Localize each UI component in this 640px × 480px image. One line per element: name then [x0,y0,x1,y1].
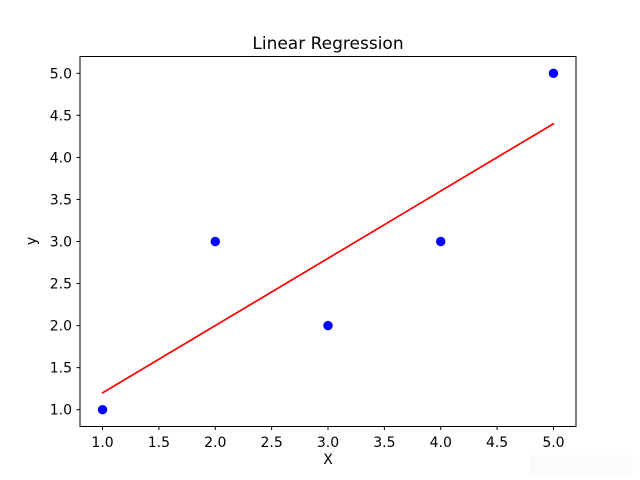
y-tick-label: 2.5 [50,277,72,293]
chart-title: Linear Regression [252,34,403,54]
y-axis-label: y [24,237,40,245]
scatter-point [323,320,333,331]
x-tick-label: 4.0 [430,435,452,451]
x-tick-label: 2.0 [204,435,226,451]
x-tick-label: 2.5 [261,435,283,451]
x-tick-label: 3.0 [317,435,339,451]
y-tick-label: 3.5 [50,192,72,208]
y-tick-label: 1.0 [50,403,72,419]
plot-series [97,68,559,415]
y-tick-label: 5.0 [50,66,72,82]
x-tick-label: 1.0 [91,435,113,451]
scatter-point [97,404,108,415]
scatter-point [210,236,220,247]
axes-border [79,56,577,427]
x-tick-label: 4.5 [486,435,508,451]
y-tick-label: 2.0 [50,319,72,335]
x-axis-label: X [323,452,333,468]
screen-artifact [530,455,633,475]
scatter-point [436,236,446,247]
y-tick-label: 1.5 [50,361,72,377]
y-tick-label: 3.0 [50,235,72,251]
axis-ticks: 1.0 1.5 2.0 2.5 3.0 3.5 4.0 4.5 5.0 1.0 1.5 2.0 2.5 3… [50,66,565,451]
x-tick-label: 1.5 [148,435,170,451]
regression-line [101,122,555,394]
scatter-point [548,68,559,79]
axes-frame [79,56,577,427]
x-tick-label: 3.5 [373,435,395,451]
y-tick-label: 4.0 [50,150,72,166]
y-tick-label: 4.5 [50,108,72,124]
x-tick-label: 5.0 [542,435,564,451]
